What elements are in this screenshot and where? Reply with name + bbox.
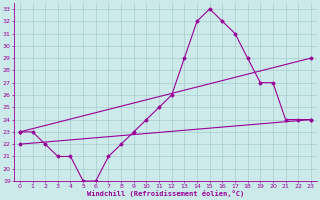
X-axis label: Windchill (Refroidissement éolien,°C): Windchill (Refroidissement éolien,°C) xyxy=(87,190,244,197)
